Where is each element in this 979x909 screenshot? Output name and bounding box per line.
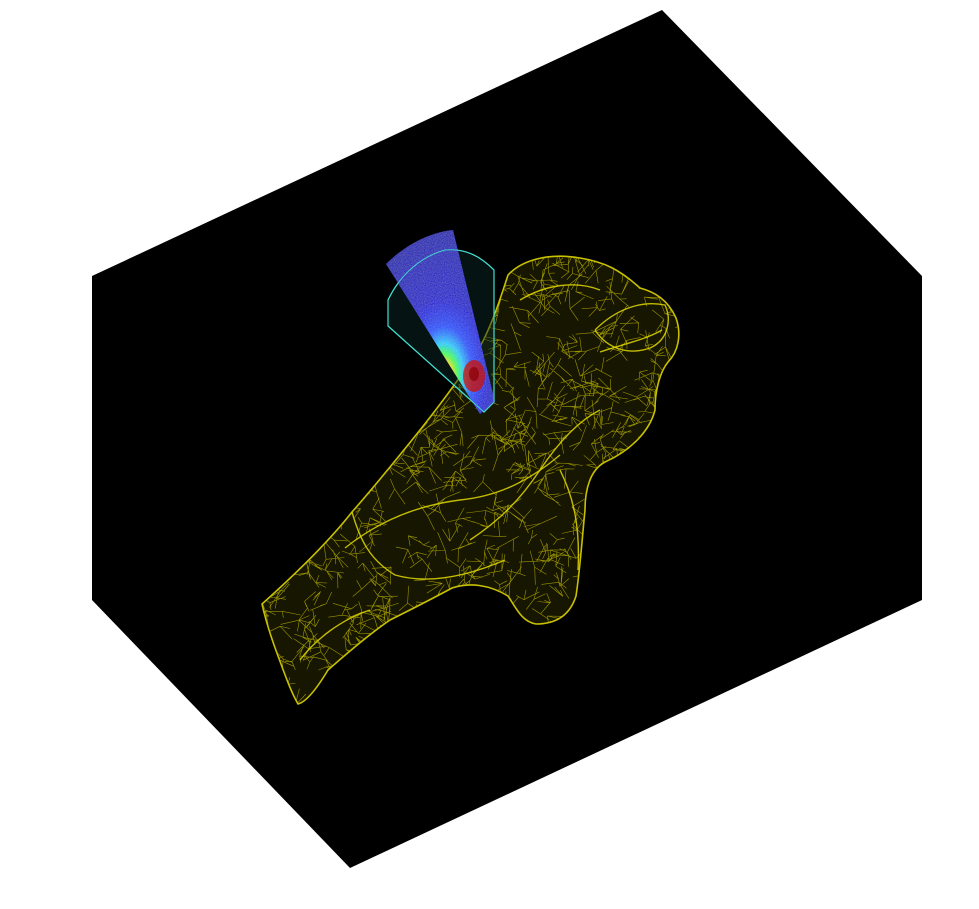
fan-outline <box>387 249 495 413</box>
mesh-ridges <box>299 284 669 661</box>
beam-dose-wedge <box>386 230 495 414</box>
bone-mesh-wireframe <box>261 255 680 705</box>
